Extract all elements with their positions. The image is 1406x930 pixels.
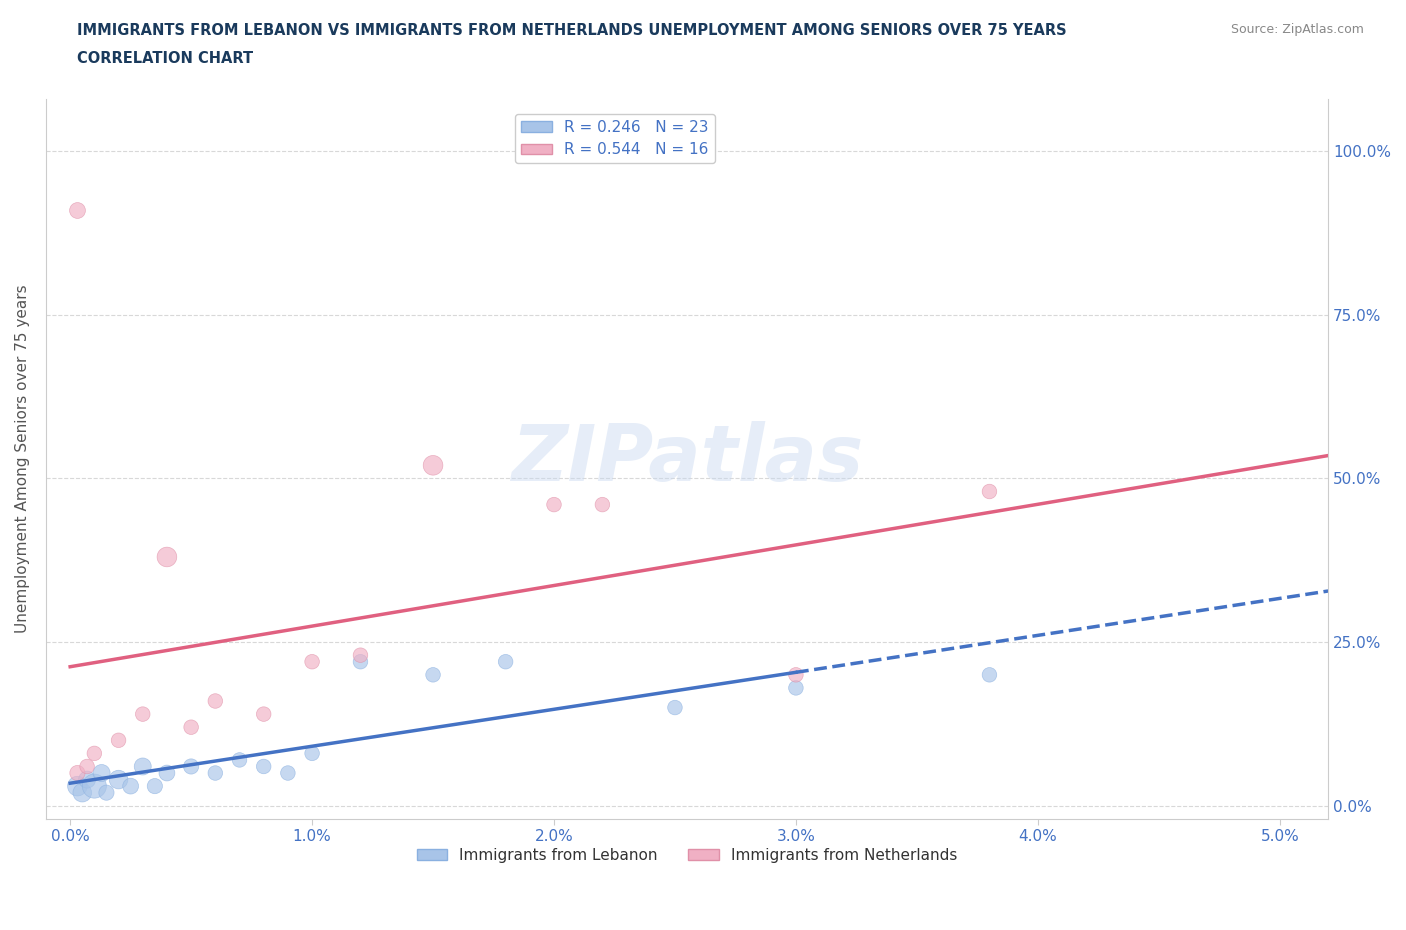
Text: CORRELATION CHART: CORRELATION CHART: [77, 51, 253, 66]
Point: [66, 765, 89, 780]
Point: [422, 668, 444, 683]
Point: [591, 498, 613, 512]
Point: [979, 485, 1001, 499]
Point: [204, 765, 226, 780]
Text: Source: ZipAtlas.com: Source: ZipAtlas.com: [1230, 23, 1364, 36]
Point: [785, 681, 807, 696]
Point: [301, 655, 323, 670]
Point: [495, 655, 517, 670]
Point: [228, 752, 250, 767]
Point: [180, 759, 202, 774]
Point: [83, 746, 105, 761]
Point: [156, 550, 179, 565]
Point: [66, 778, 89, 793]
Point: [543, 498, 565, 512]
Point: [143, 778, 166, 793]
Point: [107, 772, 129, 787]
Text: IMMIGRANTS FROM LEBANON VS IMMIGRANTS FROM NETHERLANDS UNEMPLOYMENT AMONG SENIOR: IMMIGRANTS FROM LEBANON VS IMMIGRANTS FR…: [77, 23, 1067, 38]
Point: [422, 458, 444, 472]
Point: [96, 785, 118, 800]
Point: [301, 746, 323, 761]
Point: [107, 733, 129, 748]
Point: [132, 707, 155, 722]
Point: [66, 203, 89, 218]
Point: [349, 655, 371, 670]
Point: [349, 647, 371, 662]
Point: [156, 765, 179, 780]
Point: [785, 668, 807, 683]
Point: [76, 759, 98, 774]
Point: [120, 778, 142, 793]
Point: [132, 759, 155, 774]
Point: [204, 694, 226, 709]
Y-axis label: Unemployment Among Seniors over 75 years: Unemployment Among Seniors over 75 years: [15, 285, 30, 633]
Point: [277, 765, 299, 780]
Point: [72, 785, 94, 800]
Text: ZIPatlas: ZIPatlas: [510, 420, 863, 497]
Point: [90, 765, 112, 780]
Point: [979, 668, 1001, 683]
Legend: Immigrants from Lebanon, Immigrants from Netherlands: Immigrants from Lebanon, Immigrants from…: [411, 842, 963, 869]
Point: [83, 778, 105, 793]
Point: [253, 707, 276, 722]
Point: [180, 720, 202, 735]
Point: [76, 772, 98, 787]
Point: [253, 759, 276, 774]
Point: [664, 700, 686, 715]
